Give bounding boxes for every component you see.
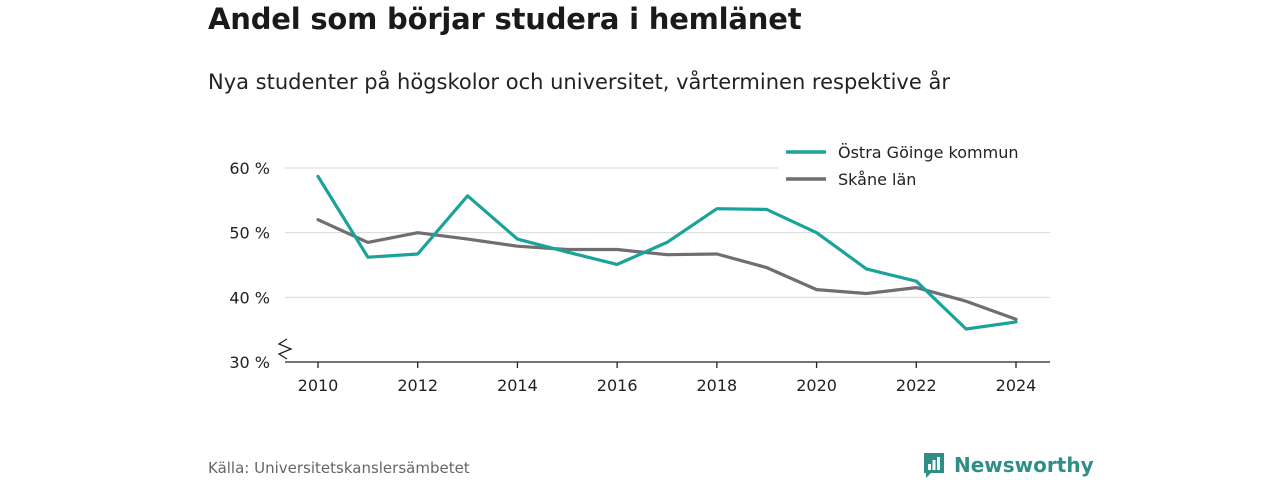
y-tick-label: 50 % <box>229 224 270 243</box>
series-line-2 <box>316 218 1018 321</box>
legend: Östra Göinge kommun Skåne län <box>778 138 1050 194</box>
legend-label: Skåne län <box>838 170 916 189</box>
x-tick-label: 2020 <box>796 376 837 395</box>
x-axis <box>277 338 1050 363</box>
brand-name: Newsworthy <box>954 453 1094 477</box>
newsworthy-logo-icon <box>924 453 944 478</box>
series-line-1 <box>316 174 1018 331</box>
y-tick-label: 60 % <box>229 159 270 178</box>
x-tick-label: 2022 <box>896 376 937 395</box>
brand-logo: Newsworthy <box>922 450 1094 480</box>
x-tick-label: 2010 <box>298 376 339 395</box>
source-note: Källa: Universitetskanslersämbetet <box>208 459 470 477</box>
chart-title: Andel som börjar studera i hemlänet <box>208 2 802 36</box>
chart-subtitle: Nya studenter på högskolor och universit… <box>208 70 950 94</box>
legend-label: Östra Göinge kommun <box>838 143 1018 162</box>
line-chart: 30 % 40 % 50 % 60 % 2010 2012 2014 2016 2018 202… <box>229 138 1050 395</box>
y-tick-label: 30 % <box>229 353 270 372</box>
y-axis-ticks: 30 % 40 % 50 % 60 % <box>229 159 270 372</box>
x-tick-label: 2012 <box>397 376 438 395</box>
y-tick-label: 40 % <box>229 288 270 307</box>
axis-break-icon <box>277 338 293 360</box>
x-tick-label: 2018 <box>696 376 737 395</box>
legend-background <box>778 138 1050 194</box>
x-tick-label: 2024 <box>996 376 1037 395</box>
x-tick-label: 2014 <box>497 376 538 395</box>
series-lines <box>316 174 1018 331</box>
x-axis-ticks: 2010 2012 2014 2016 2018 2020 2022 2024 <box>298 362 1037 395</box>
x-tick-label: 2016 <box>597 376 638 395</box>
